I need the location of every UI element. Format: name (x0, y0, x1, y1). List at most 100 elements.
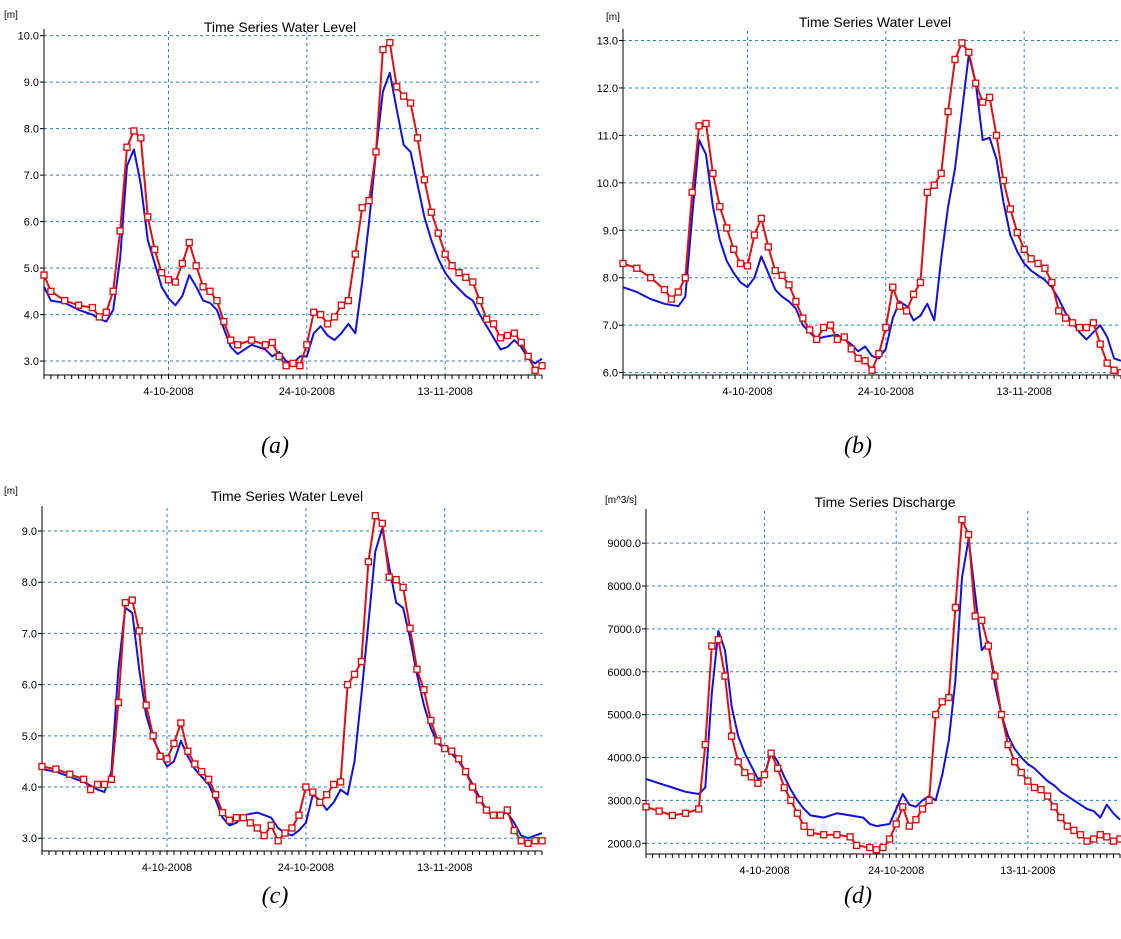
series-point-a-1 (213, 296, 221, 305)
series-point-a-1 (358, 203, 366, 212)
series-point-a-1 (386, 38, 394, 47)
series-point-b-1 (799, 314, 807, 322)
series-point-c-1 (100, 780, 109, 789)
series-point-a-1 (469, 278, 477, 286)
series-point-d-1 (879, 843, 887, 852)
chart-a-svg: Time Series Water Level [m] 3.0 4.0 5.0 6.0 7.… (4, 10, 546, 398)
series-point-c-1 (107, 775, 116, 784)
series-point-b-1 (723, 224, 731, 232)
y-tick-label-a: 9.0 (24, 77, 39, 89)
series-point-a-1 (95, 313, 104, 321)
series-point-b-1 (868, 366, 876, 374)
series-point-a-1 (150, 245, 159, 254)
series-point-d-1 (958, 515, 966, 524)
series-point-a-1 (178, 259, 187, 268)
series-point-d-1 (1004, 740, 1012, 749)
series-point-c-1 (427, 716, 435, 725)
series-point-b-1 (660, 285, 669, 294)
series-point-d-1 (964, 530, 973, 539)
series-point-c-1 (114, 698, 123, 707)
series-point-d-1 (892, 820, 900, 828)
y-tick-label-b: 11.0 (597, 130, 618, 142)
series-point-a-1 (137, 134, 145, 142)
series-point-a-1 (489, 320, 498, 328)
y-tick-label-d: 6000.0 (607, 667, 641, 679)
series-point-c-1 (267, 821, 275, 830)
series-point-d-1 (806, 828, 815, 837)
series-point-a-1 (74, 301, 83, 309)
series-point-d-1 (1024, 777, 1032, 785)
series-point-b-1 (646, 274, 655, 282)
series-point-d-1 (1037, 785, 1045, 794)
series-point-b-1 (847, 345, 855, 353)
series-point-b-1 (729, 245, 738, 253)
series-point-a-1 (199, 282, 207, 291)
series-point-d-1 (747, 773, 756, 781)
series-point-c-1 (454, 755, 463, 763)
chart-title-a: Time Series Water Level (204, 19, 356, 35)
series-point-c-1 (211, 790, 220, 799)
series-point-d-1 (852, 841, 861, 850)
series-point-d-1 (1010, 758, 1019, 766)
series-point-a-1 (116, 227, 124, 235)
y-tick-label-c: 6.0 (22, 680, 37, 692)
series-point-d-1 (846, 833, 854, 841)
series-point-c-1 (156, 752, 164, 760)
series-point-b-1 (750, 231, 759, 239)
y-tick-label-a: 8.0 (24, 124, 39, 136)
series-point-b-1 (965, 48, 973, 57)
series-point-d-1 (1050, 803, 1058, 811)
series-point-a-1 (427, 208, 436, 216)
x-tick-label-c: 13-11-2008 (417, 862, 472, 874)
series-point-b-1 (1117, 368, 1121, 377)
series-point-b-1 (861, 357, 869, 365)
series-point-d-1 (741, 768, 749, 777)
series-point-b-1 (619, 259, 627, 268)
series-point-b-1 (1048, 278, 1056, 287)
series-point-a-1 (220, 317, 228, 326)
series-point-b-1 (1075, 323, 1084, 332)
series-point-b-1 (992, 131, 1001, 140)
x-tick-label-b: 13-11-2008 (996, 386, 1051, 398)
series-point-a-1 (289, 359, 297, 368)
series-point-a-1 (448, 262, 456, 270)
series-point-c-1 (538, 837, 546, 845)
series-point-d-1 (1083, 837, 1091, 845)
series-point-b-1 (633, 264, 641, 272)
series-point-a-1 (164, 276, 173, 284)
series-point-b-1 (688, 188, 696, 197)
series-point-d-1 (945, 693, 953, 702)
series-point-c-1 (309, 788, 317, 796)
chart-panel-a: Time Series Water Level [m] 3.0 4.0 5.0 6.0 7.… (0, 0, 560, 400)
series-point-d-1 (681, 809, 690, 817)
series-point-d-1 (787, 796, 795, 805)
series-point-d-1 (1109, 837, 1118, 845)
series-point-a-1 (192, 262, 200, 270)
series-point-a-1 (102, 308, 110, 316)
series-point-a-1 (206, 287, 214, 296)
series-point-a-1 (365, 196, 373, 205)
series-point-c-1 (66, 770, 74, 778)
series-point-a-1 (441, 250, 449, 258)
series-point-c-1 (420, 686, 428, 694)
series-point-a-1 (531, 366, 539, 375)
series-point-b-1 (1055, 307, 1063, 315)
series-point-a-1 (524, 352, 532, 361)
series-point-d-1 (1043, 792, 1052, 800)
y-tick-label-d: 4000.0 (607, 753, 641, 765)
series-point-d-1 (833, 831, 841, 839)
series-point-b-1 (743, 262, 752, 270)
series-point-b-1 (1103, 359, 1111, 367)
y-tick-label-c: 7.0 (22, 628, 37, 640)
y-tick-label-d: 3000.0 (607, 795, 641, 807)
series-point-a-1 (413, 134, 422, 142)
series-point-d-1 (655, 807, 663, 815)
series-point-c-1 (378, 519, 386, 528)
series-point-b-1 (1020, 245, 1028, 253)
y-tick-label-c: 8.0 (22, 577, 37, 589)
series-point-a-1 (275, 352, 283, 361)
series-line-b-1 (622, 41, 1121, 374)
series-point-a-1 (47, 287, 55, 296)
y-tick-label-a: 7.0 (24, 170, 39, 182)
series-point-d-1 (951, 603, 960, 612)
